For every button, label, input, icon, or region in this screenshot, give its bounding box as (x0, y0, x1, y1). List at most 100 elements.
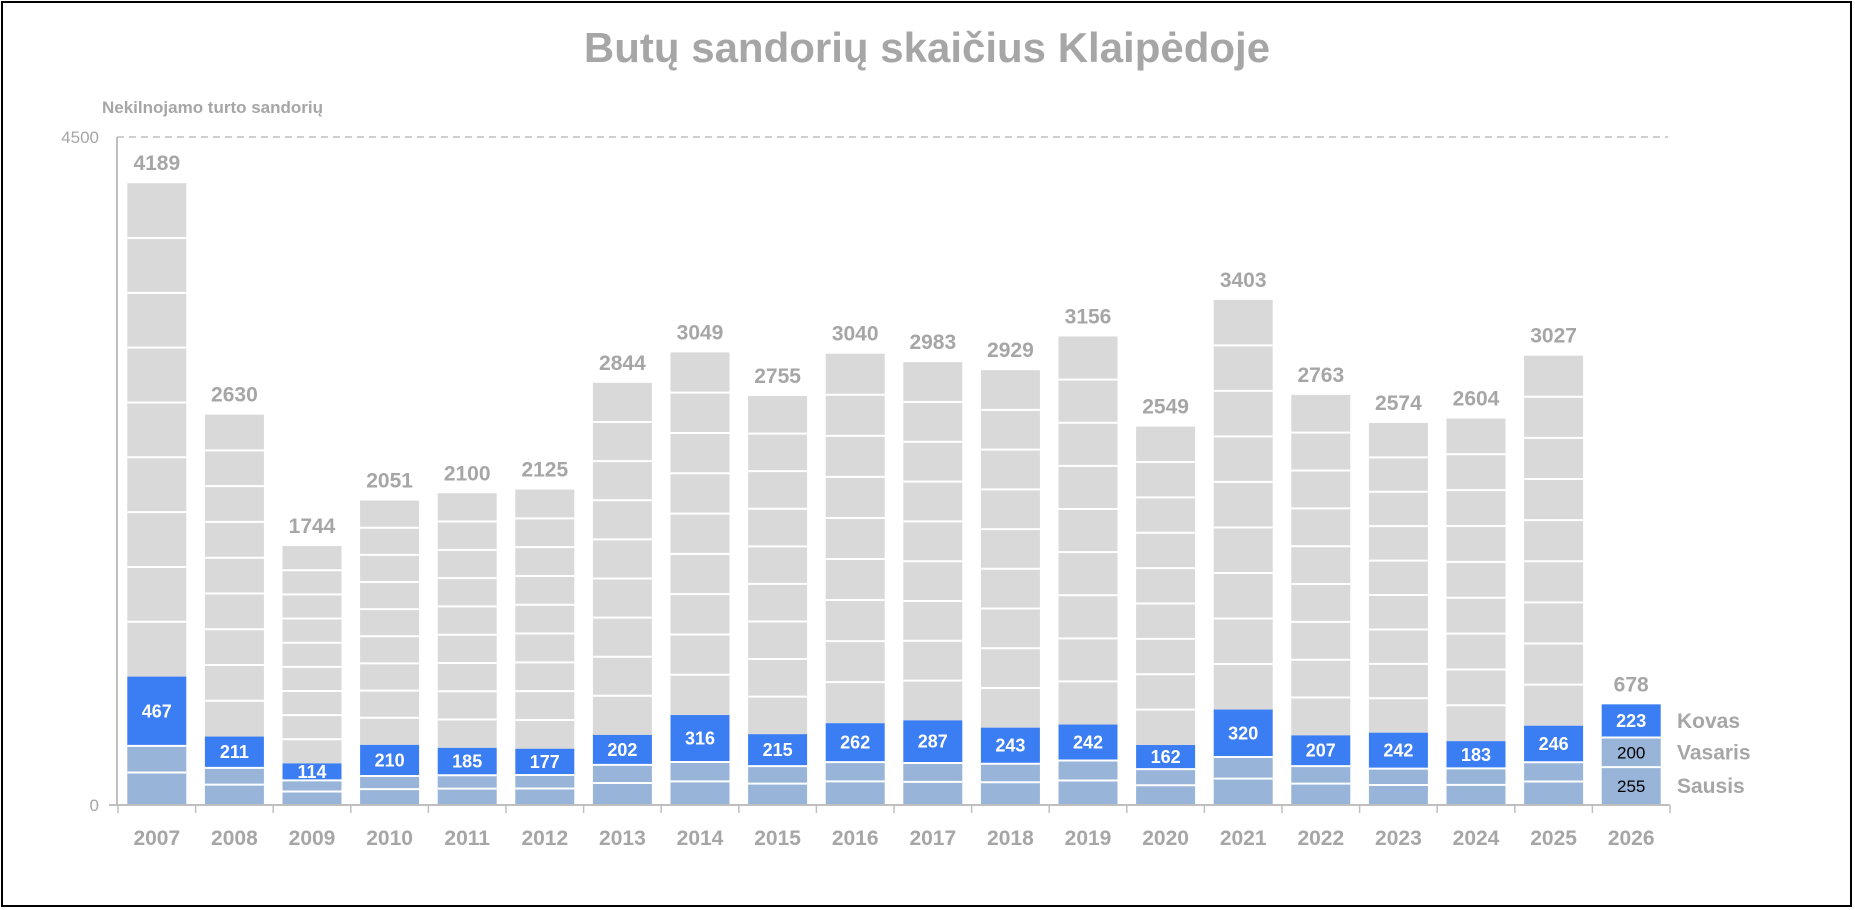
total-value-label: 678 (1614, 673, 1649, 696)
x-tick-label: 2012 (521, 827, 568, 850)
kovas-value-label: 114 (297, 762, 326, 782)
x-tick-label: 2011 (444, 827, 490, 850)
bar-jan-feb (360, 776, 420, 805)
bar-rest-of-year (1446, 418, 1506, 742)
bar-kovas (1058, 724, 1118, 761)
bar-jan-feb (1446, 768, 1506, 805)
plot-area: 4500 0 467 4189 2007 211 2630 2008 114 1744 2009 21… (61, 128, 1750, 850)
x-tick-label: 2020 (1142, 827, 1189, 850)
total-value-label: 2630 (211, 384, 258, 407)
kovas-value-label: 162 (1151, 747, 1181, 767)
x-tick-label: 2017 (909, 827, 956, 850)
bar-rest-of-year (825, 353, 885, 724)
total-value-label: 2983 (909, 331, 956, 354)
total-value-label: 3040 (832, 323, 879, 346)
total-value-label: 4189 (133, 152, 180, 175)
bar-jan-feb (903, 762, 963, 805)
bar-jan-feb (670, 761, 730, 805)
bar-rest-of-year (1291, 394, 1351, 736)
legend-label-sausis: Sausis (1677, 775, 1745, 798)
kovas-value-label: 467 (142, 701, 172, 721)
bar-kovas (437, 747, 497, 776)
bar-jan-feb (748, 766, 808, 805)
total-value-label: 1744 (289, 515, 336, 538)
sausis-value-label: 255 (1617, 777, 1645, 796)
y-tick-label: 0 (90, 796, 99, 815)
x-tick-label: 2018 (987, 827, 1034, 850)
bar-kovas (748, 734, 808, 767)
bar-rest-of-year (1524, 355, 1584, 726)
bar-jan-feb (204, 767, 264, 805)
x-tick-label: 2014 (677, 827, 724, 850)
bar-jan-feb (1136, 769, 1196, 805)
bar-kovas (282, 763, 342, 781)
bar-rest-of-year (748, 396, 808, 735)
chart-title: Butų sandorių skaičius Klaipėdoje (584, 24, 1270, 71)
kovas-value-label: 207 (1306, 741, 1336, 761)
bar-kovas (825, 723, 885, 763)
x-tick-label: 2026 (1608, 827, 1655, 850)
kovas-value-label: 320 (1228, 723, 1258, 743)
kovas-value-label: 243 (995, 736, 1025, 756)
y-axis-label: Nekilnojamo turto sandorių (102, 98, 323, 117)
total-value-label: 2929 (987, 339, 1034, 362)
bar-jan-feb (825, 762, 885, 805)
x-tick-label: 2013 (599, 827, 646, 850)
bar-jan-feb (1058, 760, 1118, 805)
x-tick-label: 2007 (133, 827, 180, 850)
x-tick-label: 2015 (754, 827, 801, 850)
bar-rest-of-year (1368, 422, 1428, 733)
total-value-label: 3403 (1220, 269, 1267, 292)
total-value-label: 2844 (599, 352, 646, 375)
bar-kovas (980, 727, 1040, 764)
bar-rest-of-year (903, 362, 963, 721)
bar-kovas (1601, 704, 1661, 738)
bar-rest-of-year (592, 382, 652, 735)
bar-jan-feb (1291, 766, 1351, 805)
total-value-label: 3156 (1065, 306, 1112, 329)
kovas-value-label: 223 (1616, 711, 1646, 731)
bar-jan-feb (1524, 762, 1584, 805)
total-value-label: 2125 (521, 459, 568, 482)
kovas-value-label: 242 (1383, 741, 1413, 761)
bar-kovas (1136, 745, 1196, 770)
total-value-label: 2574 (1375, 392, 1422, 415)
total-value-label: 2549 (1142, 396, 1189, 419)
bar-kovas (1291, 735, 1351, 767)
bar-rest-of-year (515, 489, 575, 749)
bar-kovas (903, 720, 963, 763)
bar-kovas (670, 715, 730, 762)
bar-jan-feb (515, 775, 575, 805)
kovas-value-label: 185 (452, 752, 482, 772)
bar-jan-feb (437, 775, 497, 805)
x-tick-label: 2023 (1375, 827, 1422, 850)
kovas-value-label: 287 (918, 732, 948, 752)
vasaris-value-label: 200 (1617, 743, 1645, 762)
bar-rest-of-year (980, 370, 1040, 728)
bar-kovas (1368, 732, 1428, 769)
kovas-value-label: 183 (1461, 745, 1491, 765)
bar-rest-of-year (1058, 336, 1118, 725)
bar-rest-of-year (670, 352, 730, 716)
kovas-value-label: 202 (607, 740, 637, 760)
bar-jan-feb (282, 780, 342, 805)
total-value-label: 2763 (1297, 364, 1344, 387)
bar-rest-of-year (360, 500, 420, 745)
bar-jan-feb (592, 764, 652, 805)
kovas-value-label: 215 (763, 740, 793, 760)
kovas-value-label: 210 (375, 750, 405, 770)
bar-kovas (127, 676, 187, 746)
kovas-value-label: 177 (530, 752, 560, 772)
x-tick-label: 2008 (211, 827, 258, 850)
kovas-value-label: 316 (685, 728, 715, 748)
total-value-label: 2100 (444, 462, 491, 485)
bar-rest-of-year (1136, 426, 1196, 746)
bar-kovas (204, 736, 264, 768)
bar-kovas (360, 744, 420, 777)
kovas-value-label: 242 (1073, 733, 1103, 753)
legend-label-kovas: Kovas (1677, 710, 1740, 733)
bar-rest-of-year (127, 183, 187, 677)
x-tick-label: 2021 (1220, 827, 1267, 850)
x-tick-label: 2022 (1297, 827, 1344, 850)
